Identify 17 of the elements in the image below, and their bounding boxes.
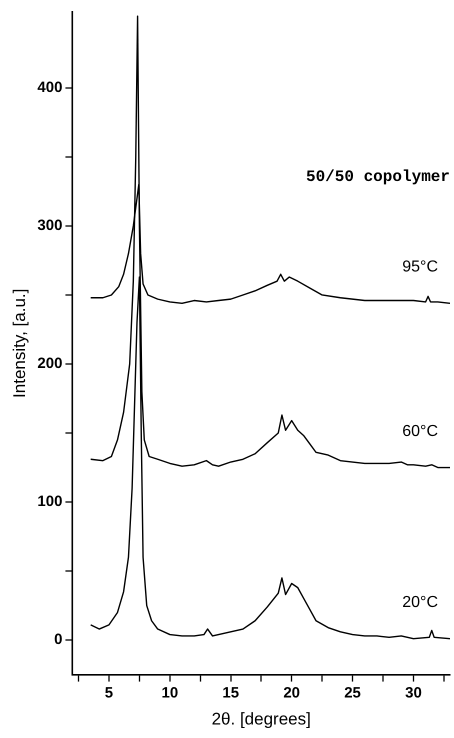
series-label: 95°C — [402, 258, 438, 276]
y-tick-label: 0 — [54, 631, 62, 648]
x-tick-label: 20 — [283, 684, 300, 702]
annotation: 50/50 copolymer — [306, 168, 450, 186]
x-axis-title: 2θ. [degrees] — [212, 709, 311, 728]
x-tick-label: 5 — [104, 684, 114, 702]
x-tick-label: 15 — [222, 684, 240, 702]
y-tick-label: 400 — [37, 79, 62, 96]
series-label: 60°C — [402, 422, 438, 440]
y-tick-label: 100 — [37, 493, 62, 510]
series-label: 20°C — [402, 594, 438, 612]
y-tick-label: 200 — [37, 355, 62, 372]
y-tick-label: 300 — [37, 217, 62, 234]
x-tick-label: 10 — [162, 684, 178, 702]
y-axis-title: Intensity, [a.u.] — [10, 288, 29, 398]
x-tick-label: 30 — [405, 684, 422, 702]
x-tick-label: 25 — [344, 684, 361, 702]
